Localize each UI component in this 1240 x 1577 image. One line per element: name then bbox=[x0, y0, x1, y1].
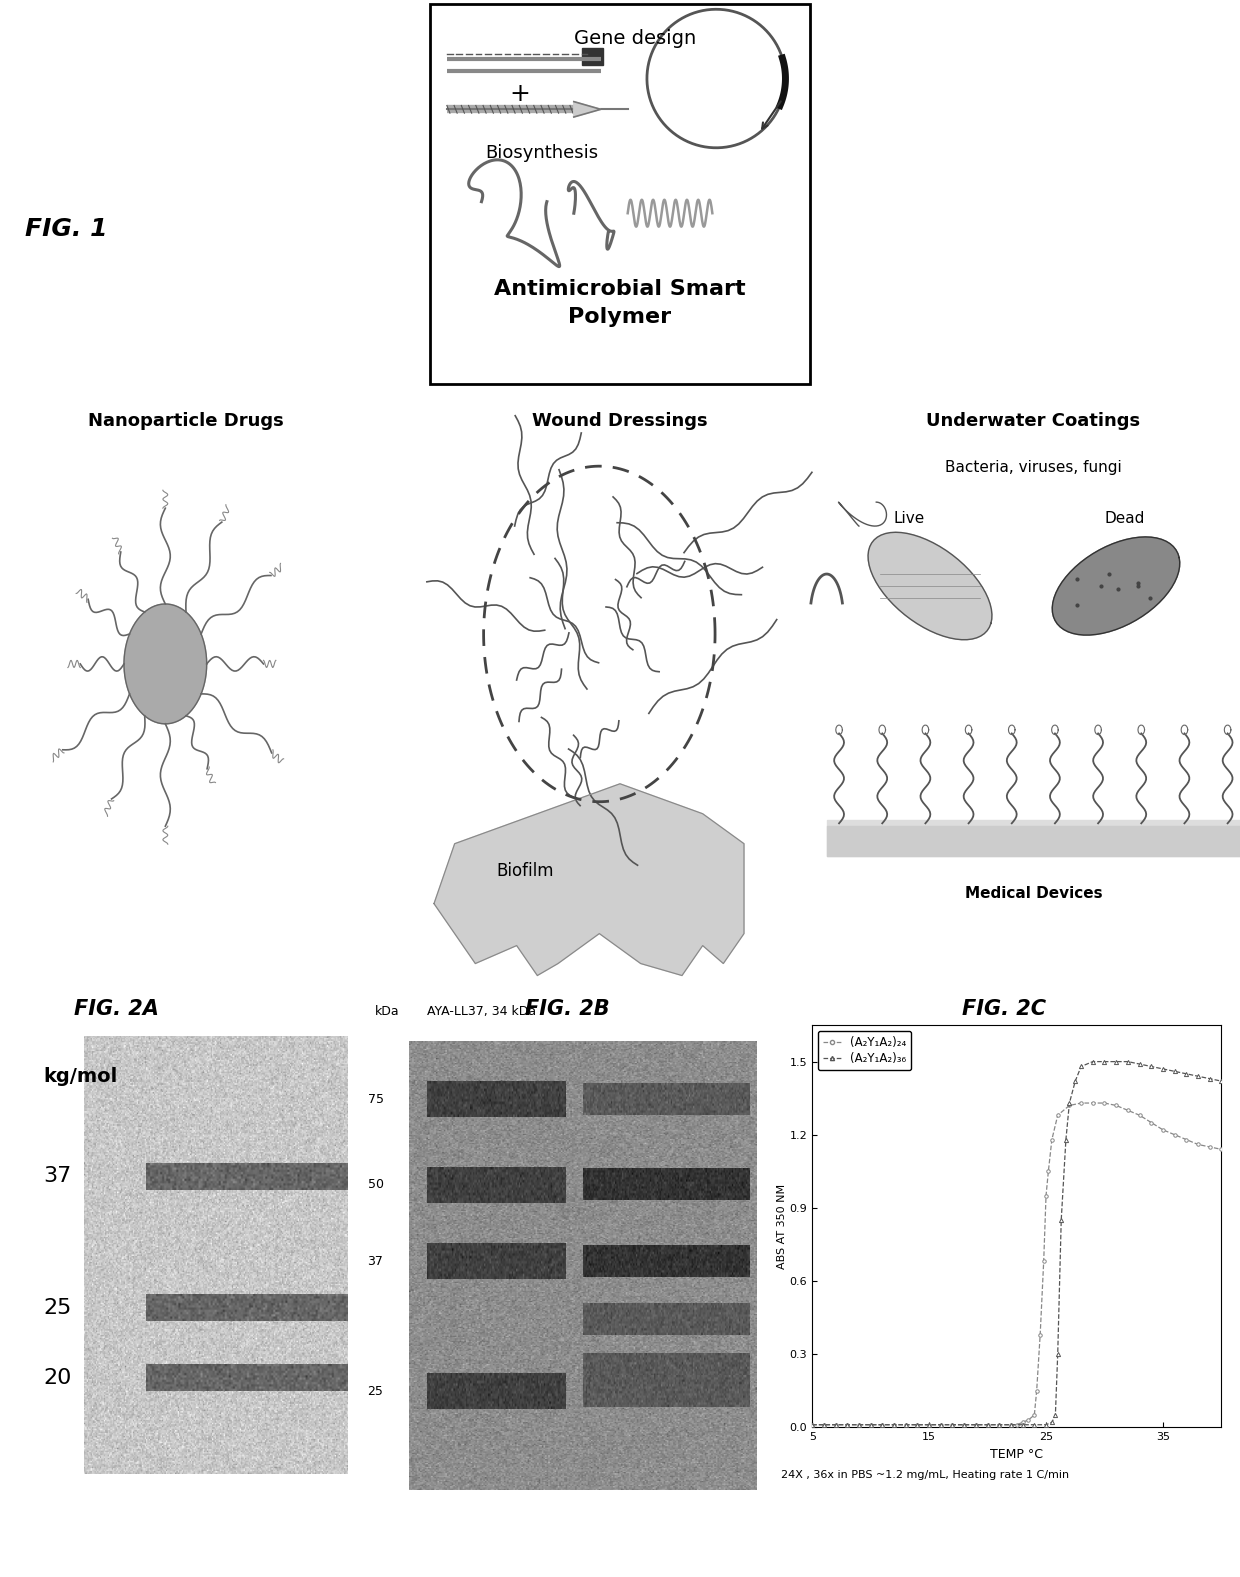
Text: Biosynthesis: Biosynthesis bbox=[485, 144, 599, 162]
Text: Antimicrobial Smart
Polymer: Antimicrobial Smart Polymer bbox=[495, 279, 745, 326]
Text: Dead: Dead bbox=[1104, 511, 1145, 527]
Polygon shape bbox=[1053, 536, 1179, 636]
Text: Biofilm: Biofilm bbox=[496, 861, 553, 880]
Text: kDa: kDa bbox=[374, 1006, 399, 1019]
FancyBboxPatch shape bbox=[429, 3, 811, 385]
Text: 20: 20 bbox=[43, 1367, 72, 1388]
Text: Gene design: Gene design bbox=[574, 28, 696, 47]
Text: +: + bbox=[510, 82, 531, 106]
Bar bbox=[582, 47, 603, 65]
Text: kg/mol: kg/mol bbox=[43, 1066, 118, 1087]
Text: 37: 37 bbox=[367, 1255, 383, 1268]
Text: Live: Live bbox=[894, 511, 925, 527]
Legend: (A₂Y₁A₂)₂₄, (A₂Y₁A₂)₃₆: (A₂Y₁A₂)₂₄, (A₂Y₁A₂)₃₆ bbox=[818, 1031, 911, 1069]
Polygon shape bbox=[434, 784, 744, 976]
Text: AYA-LL37, 34 kDa: AYA-LL37, 34 kDa bbox=[427, 1006, 536, 1019]
Text: FIG. 1: FIG. 1 bbox=[25, 216, 108, 241]
Text: 50: 50 bbox=[367, 1178, 383, 1191]
Text: FIG. 2A: FIG. 2A bbox=[74, 1000, 159, 1019]
Text: Nanoparticle Drugs: Nanoparticle Drugs bbox=[88, 412, 284, 431]
Text: 25: 25 bbox=[43, 1298, 72, 1318]
Text: Wound Dressings: Wound Dressings bbox=[532, 412, 708, 431]
Polygon shape bbox=[124, 604, 207, 724]
Text: Underwater Coatings: Underwater Coatings bbox=[926, 412, 1141, 431]
Text: FIG. 2B: FIG. 2B bbox=[525, 1000, 610, 1019]
Y-axis label: ABS AT 350 NM: ABS AT 350 NM bbox=[776, 1184, 787, 1268]
Polygon shape bbox=[574, 101, 600, 117]
Text: Medical Devices: Medical Devices bbox=[965, 886, 1102, 900]
Text: FIG. 2C: FIG. 2C bbox=[962, 1000, 1047, 1019]
X-axis label: TEMP °C: TEMP °C bbox=[991, 1448, 1043, 1460]
Text: 75: 75 bbox=[367, 1093, 383, 1105]
Text: 37: 37 bbox=[43, 1167, 72, 1186]
Polygon shape bbox=[868, 533, 992, 640]
Text: Bacteria, viruses, fungi: Bacteria, viruses, fungi bbox=[945, 460, 1122, 475]
Text: 24X , 36x in PBS ~1.2 mg/mL, Heating rate 1 C/min: 24X , 36x in PBS ~1.2 mg/mL, Heating rat… bbox=[781, 1470, 1069, 1479]
Text: 25: 25 bbox=[367, 1385, 383, 1397]
